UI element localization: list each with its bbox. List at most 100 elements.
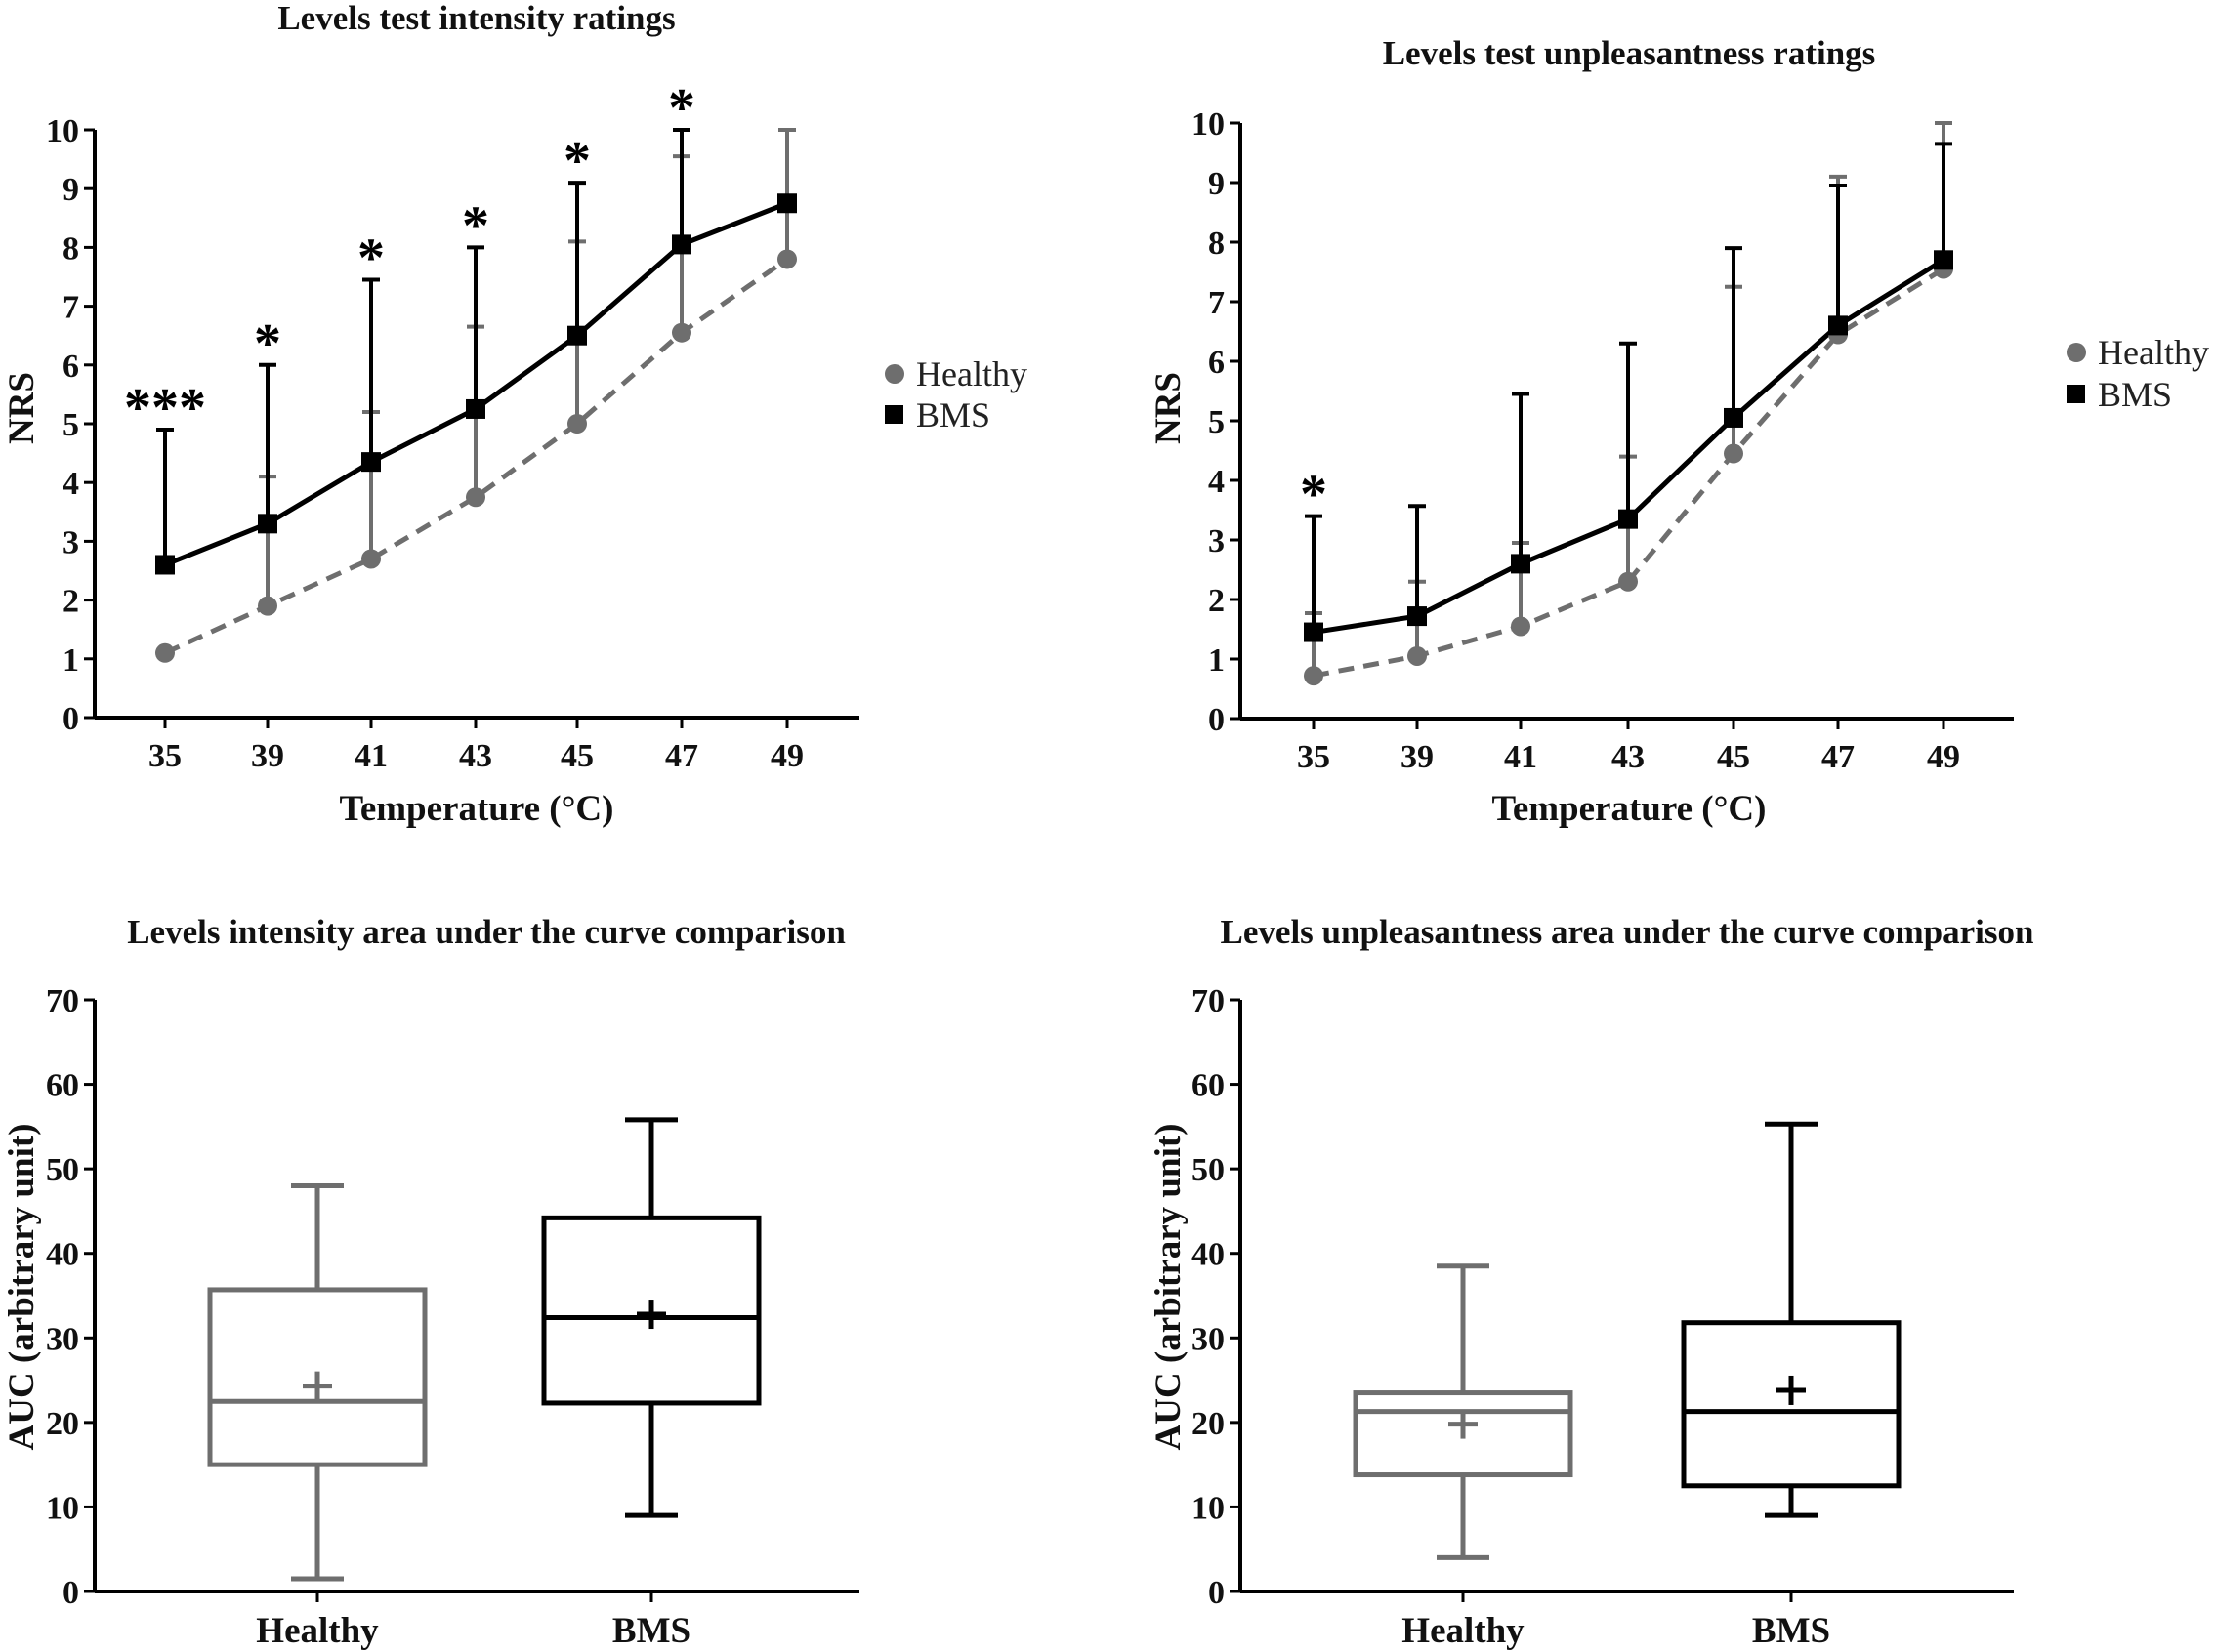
chart-1-significance-stars: *: [254, 313, 281, 374]
chart-2-point-healthy: [1407, 645, 1427, 666]
legend-bms-label: BMS: [2098, 375, 2172, 414]
chart-1-significance-stars: ***: [124, 378, 206, 438]
chart-1-xlabel: Temperature (°C): [340, 789, 614, 829]
chart-4-y-tick-label: 20: [1191, 1406, 1225, 1442]
chart-1-y-tick-label: 4: [63, 466, 79, 502]
chart-1-y-tick-label: 3: [63, 524, 79, 560]
chart-1-point-healthy: [672, 322, 691, 343]
chart-2-point-bms: [1618, 509, 1638, 529]
chart-1-point-healthy: [567, 414, 587, 434]
chart-3-y-tick-label: 30: [46, 1321, 79, 1357]
chart-1-point-healthy: [155, 642, 175, 663]
chart-2-y-tick-label: 0: [1208, 702, 1225, 738]
chart-2-y-tick-label: 4: [1208, 464, 1225, 500]
chart-2-point-bms: [1304, 622, 1323, 642]
chart-2-y-tick-label: 5: [1208, 404, 1225, 440]
chart-1-x-tick-label: 41: [355, 738, 388, 774]
chart-2-x-tick-label: 47: [1821, 739, 1855, 775]
chart-3-x-tick-label: Healthy: [256, 1611, 379, 1651]
chart-4-plot: 0 10 20 30 40 50 60 70 Healthy BMS: [1191, 983, 2014, 1651]
chart-2-x-tick-label: 43: [1611, 739, 1645, 775]
chart-2-x-tick-label: 49: [1927, 739, 1960, 775]
chart-4-y-tick-label: 40: [1191, 1237, 1225, 1273]
chart-1-significance-stars: *: [564, 131, 591, 191]
chart-3-y-tick-label: 10: [46, 1490, 79, 1526]
chart-2-point-bms: [1407, 606, 1427, 627]
chart-3-y-tick-label: 20: [46, 1406, 79, 1442]
chart-2-y-tick-label: 2: [1208, 583, 1225, 619]
chart-1-point-bms: [258, 514, 277, 534]
chart-3-title: Levels intensity area under the curve co…: [127, 913, 846, 951]
chart-2-point-bms: [1511, 554, 1530, 574]
chart-1-point-bms: [567, 325, 587, 346]
chart-2-ylabel: NRS: [1149, 372, 1189, 444]
chart-2-significance-stars: *: [1300, 465, 1327, 525]
chart-1-y-tick-label: 1: [63, 642, 79, 679]
chart-2-point-bms: [1724, 407, 1743, 428]
chart-2-x-tick-label: 39: [1400, 739, 1434, 775]
chart-4-x-tick-label: BMS: [1752, 1611, 1830, 1651]
chart-1-y-tick-label: 2: [63, 584, 79, 620]
chart-1-x-tick-label: 47: [665, 738, 698, 774]
chart-3-y-tick-label: 70: [46, 983, 79, 1019]
chart-1-x-tick-label: 39: [251, 738, 284, 774]
chart-4-title: Levels unpleasantness area under the cur…: [1221, 913, 2034, 951]
chart-2-y-tick-label: 3: [1208, 523, 1225, 559]
chart-3-y-tick-label: 40: [46, 1237, 79, 1273]
chart-1-ylabel: NRS: [2, 372, 42, 444]
chart-2-y-tick-label: 7: [1208, 285, 1225, 321]
chart-1-point-healthy: [361, 549, 381, 569]
chart-2-point-healthy: [1618, 571, 1638, 592]
chart-2-y-tick-label: 9: [1208, 166, 1225, 202]
chart-2-title: Levels test unpleasantness ratings: [1383, 34, 1876, 72]
legend-healthy-label: Healthy: [916, 354, 1027, 393]
legend-healthy-label: Healthy: [2098, 333, 2209, 372]
chart-4-y-tick-label: 50: [1191, 1152, 1225, 1188]
chart-2-point-healthy: [1724, 443, 1743, 464]
chart-2-y-tick-label: 10: [1191, 106, 1225, 143]
chart-1-significance-stars: *: [668, 78, 695, 139]
chart-4-ylabel: AUC (arbitrary unit): [1149, 1123, 1189, 1450]
legend-bms-marker: [885, 405, 903, 424]
chart-1-significance-stars: *: [357, 228, 385, 289]
chart-3-x-tick-label: BMS: [612, 1611, 690, 1651]
chart-1-point-bms: [155, 555, 175, 575]
chart-2-x-tick-label: 45: [1717, 739, 1750, 775]
chart-4-y-tick-label: 70: [1191, 983, 1225, 1019]
chart-1-point-healthy: [258, 596, 277, 616]
chart-4-y-tick-label: 0: [1208, 1575, 1225, 1611]
chart-2-y-tick-label: 1: [1208, 642, 1225, 679]
chart-4-y-tick-label: 60: [1191, 1068, 1225, 1104]
legend-bms-marker: [2067, 385, 2085, 403]
chart-4-box-healthy-iqr: [1353, 1390, 1573, 1478]
chart-1-y-tick-label: 8: [63, 230, 79, 267]
chart-2-y-tick-label: 8: [1208, 226, 1225, 262]
chart-4-box-bms-iqr: [1681, 1320, 1902, 1489]
chart-4-x-tick-label: Healthy: [1401, 1611, 1525, 1651]
chart-3-box-bms-iqr: [541, 1215, 762, 1406]
chart-1-significance-stars: *: [462, 195, 489, 256]
chart-1-y-tick-label: 10: [46, 113, 79, 149]
chart-3-box-healthy-iqr: [207, 1287, 428, 1467]
chart-3-y-tick-label: 50: [46, 1152, 79, 1188]
chart-3-ylabel: AUC (arbitrary unit): [2, 1123, 42, 1450]
chart-1-y-tick-label: 6: [63, 349, 79, 385]
chart-1-x-tick-label: 45: [561, 738, 594, 774]
chart-1-y-tick-label: 9: [63, 172, 79, 208]
chart-2-legend: Healthy BMS: [2067, 333, 2209, 414]
chart-2-point-healthy: [1304, 666, 1323, 686]
chart-1-x-tick-label: 43: [459, 738, 492, 774]
legend-healthy-marker: [2067, 343, 2086, 362]
chart-1-x-tick-label: 49: [771, 738, 804, 774]
chart-4-y-tick-label: 30: [1191, 1321, 1225, 1357]
chart-2-x-tick-label: 41: [1504, 739, 1537, 775]
chart-1-y-tick-label: 0: [63, 701, 79, 737]
legend-healthy-marker: [885, 364, 904, 384]
chart-2-y-tick-label: 6: [1208, 345, 1225, 381]
chart-1-x-tick-label: 35: [148, 738, 182, 774]
chart-2-x-tick-label: 35: [1297, 739, 1330, 775]
chart-2-point-bms: [1934, 250, 1953, 270]
